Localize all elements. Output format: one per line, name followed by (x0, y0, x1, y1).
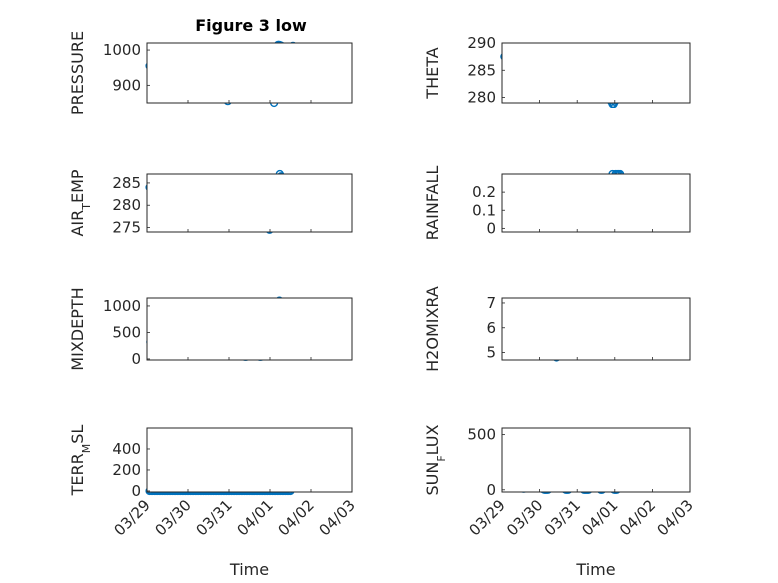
subplot-grid: 900 1000 PRESSURE 280 285 290 THETA 275 280 285 AI… (68, 31, 697, 579)
x-tick-label: 03/29 (111, 496, 154, 539)
x-axis-label: Time (575, 560, 615, 579)
y-axis-label: AIRTEMP (68, 169, 93, 236)
axes-frame (146, 297, 353, 361)
x-tick-label: 03/30 (152, 496, 195, 539)
subplot-row2-left: 275 280 285 AIRTEMP (68, 169, 353, 237)
subplot-top-right: 280 285 290 THETA (423, 34, 691, 108)
subplot-row3-left: 0 500 1000 MIXDEPTH (68, 287, 353, 371)
y-tick-label: 1000 (103, 41, 141, 59)
y-tick-label: 0 (131, 482, 141, 500)
y-axis-label: RAINFALL (423, 166, 442, 241)
axes-frame (146, 173, 353, 233)
x-tick-label: 04/03 (654, 496, 697, 539)
y-axis-label: SUNFLUX (423, 424, 448, 495)
x-tick-label: 04/01 (578, 496, 621, 539)
y-tick-label: 290 (467, 34, 496, 52)
subplot-top-left: 900 1000 PRESSURE (68, 31, 353, 115)
x-tick-label: 03/31 (193, 496, 236, 539)
x-tick-label: 04/02 (275, 496, 318, 539)
axes-frame (501, 427, 691, 493)
subplot-row3-right: 5 6 7 H2OMIXRA (423, 286, 691, 372)
x-tick-label: 04/02 (616, 496, 659, 539)
axes-frame (146, 42, 353, 104)
y-tick-label: 7 (486, 294, 496, 312)
axes-frame (146, 427, 353, 493)
y-tick-label: 6 (486, 319, 496, 337)
x-tick-label: 03/29 (466, 496, 509, 539)
y-tick-label: 500 (467, 426, 496, 444)
y-axis-label: H2OMIXRA (423, 286, 442, 372)
y-tick-label: 285 (112, 174, 141, 192)
y-tick-label: 1000 (103, 297, 141, 315)
y-axis-label: PRESSURE (68, 31, 87, 115)
y-axis-label: TERRMSL (68, 425, 93, 497)
y-tick-label: 275 (112, 219, 141, 237)
y-tick-label: 500 (112, 323, 141, 341)
y-tick-label: 900 (112, 76, 141, 94)
x-axis-label: Time (229, 560, 269, 579)
y-tick-label: 0.2 (472, 183, 496, 201)
y-axis-label: MIXDEPTH (68, 287, 87, 370)
subplot-row2-right: 00.10.2 RAINFALL (423, 166, 691, 241)
y-tick-label: 280 (467, 89, 496, 107)
x-tick-label: 03/31 (541, 496, 584, 539)
y-tick-label: 5 (486, 344, 496, 362)
x-tick-label: 04/01 (234, 496, 277, 539)
y-tick-label: 0 (486, 219, 496, 237)
x-tick-label: 04/03 (316, 496, 359, 539)
x-tick-label: 03/30 (503, 496, 546, 539)
y-tick-label: 0 (131, 350, 141, 368)
y-tick-label: 200 (112, 461, 141, 479)
figure-title: Figure 3 low (195, 16, 307, 35)
y-tick-label: 280 (112, 196, 141, 214)
axes-frame (501, 42, 691, 104)
y-axis-label: THETA (423, 47, 442, 99)
y-tick-label: 285 (467, 61, 496, 79)
y-tick-label: 0.1 (472, 201, 496, 219)
y-tick-label: 400 (112, 440, 141, 458)
axes-frame (501, 297, 691, 361)
axes-frame (501, 173, 691, 233)
y-tick-label: 0 (486, 481, 496, 499)
